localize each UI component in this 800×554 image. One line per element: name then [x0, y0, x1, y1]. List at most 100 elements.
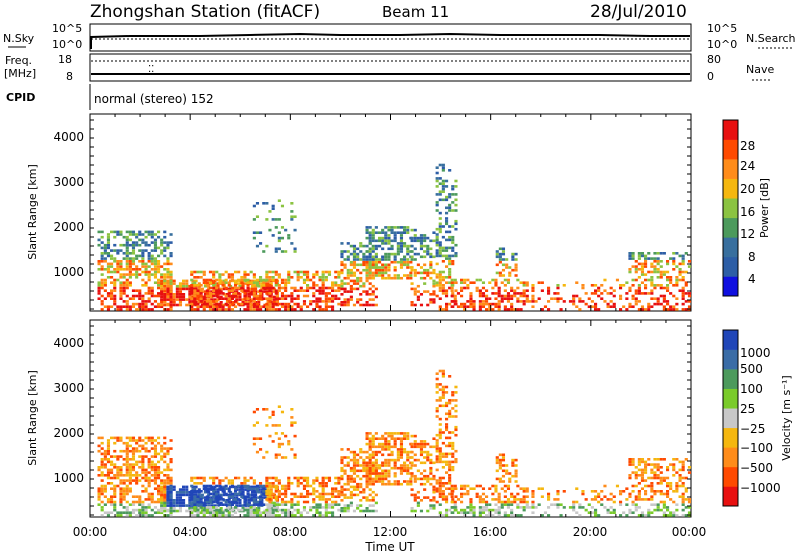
power-data-cell	[362, 290, 366, 293]
velocity-data-cell	[274, 487, 278, 490]
power-data-cell	[454, 227, 458, 231]
power-data-cell	[413, 234, 417, 237]
power-data-cell	[441, 246, 445, 250]
velocity-data-cell	[141, 503, 145, 506]
velocity-data-cell	[199, 511, 203, 514]
velocity-data-cell	[368, 456, 372, 459]
velocity-data-cell	[153, 447, 158, 450]
velocity-data-cell	[445, 423, 449, 426]
power-data-cell	[346, 301, 350, 304]
velocity-data-cell	[144, 506, 148, 509]
velocity-data-cell	[100, 447, 104, 450]
power-data-cell	[396, 252, 400, 256]
velocity-data-cell	[113, 490, 117, 493]
velocity-data-cell	[387, 464, 391, 467]
velocity-data-cell	[514, 474, 518, 478]
power-data-cell	[196, 297, 200, 300]
power-data-cell	[147, 276, 151, 279]
power-data-cell	[393, 266, 397, 269]
velocity-data-cell	[144, 511, 148, 514]
velocity-data-cell	[659, 476, 663, 480]
power-data-cell	[371, 263, 375, 267]
power-data-cell	[659, 260, 663, 263]
velocity-data-cell	[166, 509, 170, 513]
velocity-data-cell	[234, 476, 238, 480]
velocity-data-cell	[497, 511, 501, 514]
power-data-cell	[359, 258, 363, 261]
velocity-data-cell	[381, 469, 385, 473]
power-data-cell	[122, 276, 126, 279]
velocity-data-cell	[234, 506, 238, 509]
velocity-data-cell	[387, 432, 391, 435]
velocity-data-cell	[597, 514, 601, 517]
velocity-data-cell	[637, 460, 641, 464]
power-data-cell	[290, 297, 294, 300]
power-data-cell	[125, 235, 129, 239]
velocity-data-cell	[410, 509, 414, 513]
power-data-cell	[182, 293, 186, 296]
power-data-cell	[432, 231, 436, 234]
power-data-cell	[625, 281, 629, 284]
velocity-data-cell	[491, 492, 495, 496]
power-data-cell	[450, 305, 454, 308]
velocity-data-cell	[451, 466, 455, 469]
velocity-data-cell	[349, 490, 353, 494]
velocity-data-cell	[259, 503, 263, 506]
power-data-cell	[230, 273, 235, 276]
power-data-cell	[429, 263, 433, 267]
velocity-data-cell	[508, 480, 512, 483]
power-data-cell	[659, 270, 663, 274]
power-data-cell	[346, 298, 350, 301]
velocity-data-cell	[250, 504, 255, 507]
station-title: Zhongshan Station (fitACF)	[90, 2, 320, 22]
power-data-cell	[491, 302, 495, 306]
velocity-data-cell	[185, 504, 189, 507]
power-data-cell	[481, 286, 486, 290]
velocity-data-cell	[406, 456, 410, 459]
power-data-cell	[687, 260, 692, 263]
power-data-cell	[419, 244, 424, 248]
velocity-data-cell	[141, 444, 145, 448]
power-data-cell	[374, 271, 378, 275]
velocity-data-cell	[448, 476, 452, 480]
velocity-data-cell	[516, 514, 520, 517]
power-data-cell	[441, 187, 445, 191]
velocity-data-cell	[416, 458, 420, 462]
power-data-cell	[215, 294, 219, 298]
power-data-cell	[352, 247, 357, 251]
power-data-cell	[371, 303, 375, 307]
power-data-cell	[229, 303, 233, 307]
power-data-cell	[103, 252, 107, 255]
velocity-data-cell	[97, 468, 101, 472]
velocity-data-cell	[498, 464, 502, 467]
velocity-data-cell	[609, 511, 613, 514]
power-data-cell	[416, 239, 420, 243]
power-data-cell	[349, 290, 353, 293]
velocity-data-cell	[410, 434, 414, 438]
power-data-cell	[191, 295, 195, 299]
velocity-data-cell	[113, 463, 117, 466]
velocity-data-cell	[650, 498, 654, 501]
velocity-data-cell	[234, 511, 238, 514]
velocity-data-cell	[346, 509, 350, 513]
power-data-cell	[631, 305, 635, 308]
velocity-data-cell	[522, 500, 526, 504]
velocity-data-cell	[678, 484, 682, 488]
power-data-cell	[106, 268, 111, 271]
power-data-cell	[119, 286, 123, 290]
power-data-cell	[153, 268, 158, 271]
power-data-cell	[238, 295, 242, 299]
velocity-data-cell	[306, 479, 310, 482]
power-data-cell	[441, 292, 445, 295]
velocity-data-cell	[212, 506, 216, 509]
power-data-cell	[678, 270, 682, 274]
power-data-cell	[435, 185, 439, 188]
velocity-data-cell	[160, 509, 164, 513]
velocity-data-cell	[252, 482, 256, 485]
velocity-data-cell	[169, 468, 173, 472]
power-data-cell	[453, 281, 457, 284]
velocity-data-cell	[501, 456, 506, 459]
velocity-data-cell	[637, 492, 641, 496]
velocity-data-cell	[419, 509, 424, 513]
velocity-data-cell	[581, 492, 585, 496]
